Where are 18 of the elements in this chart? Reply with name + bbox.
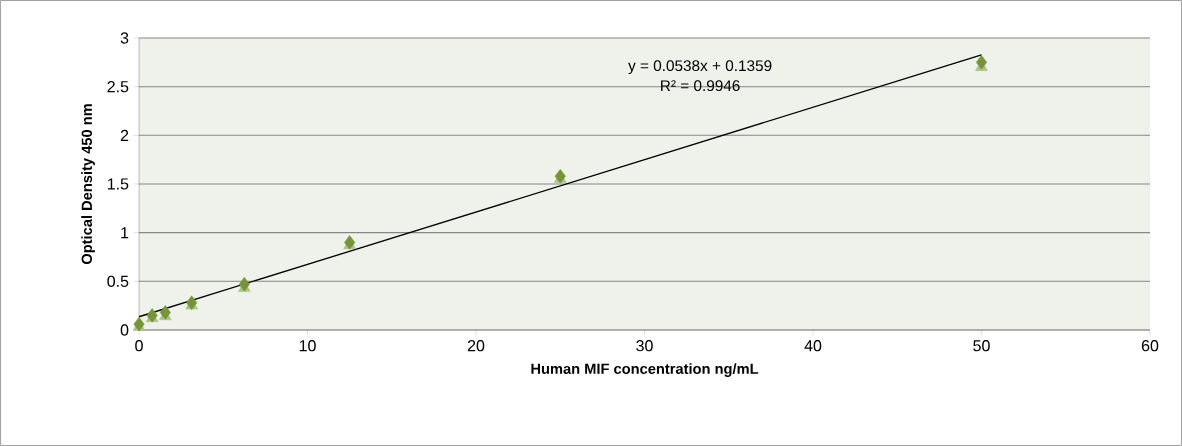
x-tick-label: 30 — [636, 340, 653, 352]
annotation: y = 0.0538x + 0.1359 — [628, 60, 772, 75]
y-tick-label: 0 — [120, 324, 129, 336]
y-tick-label: 1.5 — [107, 178, 129, 190]
annotation: R² = 0.9946 — [661, 80, 740, 92]
y-tick-label: 2 — [120, 129, 129, 141]
y-axis-title: Optical Density 450 nm — [81, 104, 95, 265]
x-tick-label: 10 — [299, 340, 316, 352]
x-axis-title: Human MIF concentration ng/mL — [531, 363, 759, 377]
y-tick-label: 2.5 — [107, 81, 129, 93]
y-tick-label: 1 — [121, 227, 129, 239]
x-tick-label: 20 — [467, 340, 485, 352]
x-tick-label: 50 — [973, 340, 990, 352]
y-tick-label: 3 — [120, 32, 129, 44]
x-tick-label: 0 — [135, 340, 143, 352]
x-tick-label: 60 — [1141, 340, 1159, 352]
y-tick-label: 0.5 — [107, 275, 129, 287]
x-tick-label: 40 — [804, 340, 822, 352]
